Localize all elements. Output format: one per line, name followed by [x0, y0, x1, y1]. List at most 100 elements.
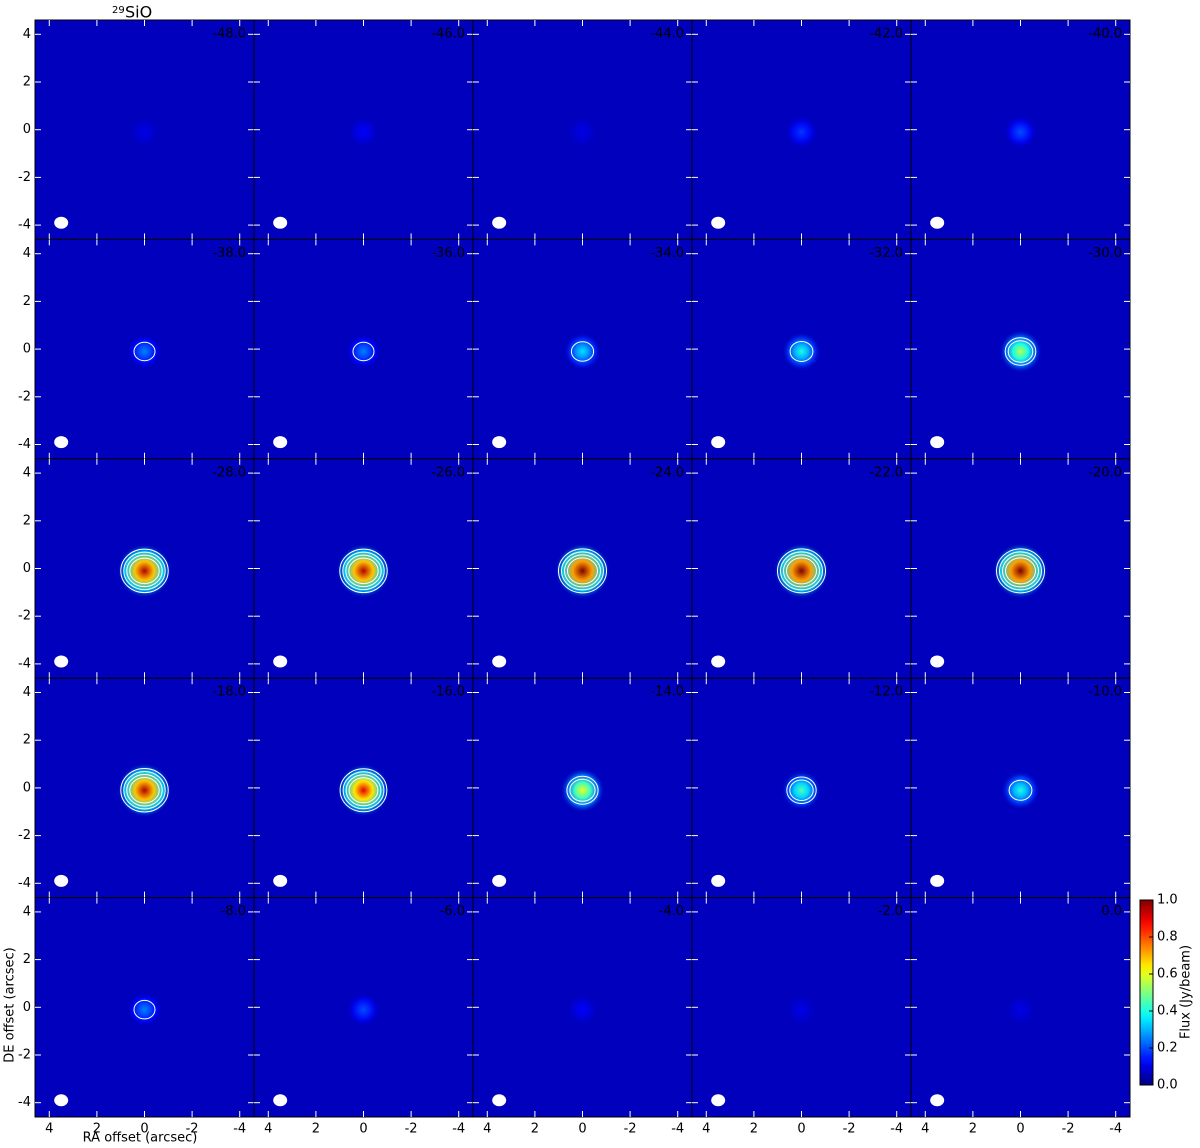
emission — [781, 331, 822, 372]
x-tick-label: -2 — [405, 1122, 418, 1137]
channel-label: -26.0 — [431, 465, 465, 480]
contour — [348, 777, 379, 804]
beam — [492, 655, 507, 668]
emission — [346, 992, 381, 1027]
y-tick-label: -4 — [18, 218, 31, 233]
contour — [345, 554, 382, 588]
colorbar-tick-label: 0.4 — [1157, 1004, 1178, 1019]
x-tick-label: 0 — [797, 1122, 805, 1137]
contour — [129, 557, 160, 585]
contour — [123, 771, 166, 810]
channel-label: -34.0 — [650, 246, 684, 261]
y-tick-label: 2 — [23, 952, 31, 967]
beam — [492, 874, 507, 887]
y-tick-label: 4 — [23, 904, 31, 919]
beam — [273, 874, 288, 887]
beam — [273, 216, 288, 229]
channel-label: -8.0 — [221, 904, 246, 919]
channel-label: -42.0 — [869, 27, 903, 42]
beam — [492, 1094, 507, 1107]
x-axis-label: RA offset (arcsec) — [83, 1131, 198, 1146]
contour — [567, 557, 598, 585]
contour — [558, 548, 607, 594]
channel-label: -18.0 — [212, 685, 246, 700]
contour — [780, 551, 823, 591]
x-tick-label: 2 — [531, 1122, 539, 1137]
contour — [123, 551, 166, 591]
contour — [786, 776, 817, 805]
contour — [786, 557, 817, 585]
beam — [930, 655, 945, 668]
y-tick-label: -4 — [18, 876, 31, 891]
emission — [554, 542, 611, 599]
channel-label: -44.0 — [650, 27, 684, 42]
channel-label: -24.0 — [650, 465, 684, 480]
channel-label: -22.0 — [869, 465, 903, 480]
contour — [352, 341, 375, 362]
title-superscript: 29 — [112, 5, 125, 16]
emission — [127, 992, 162, 1028]
contour — [777, 548, 826, 594]
contour — [561, 551, 604, 591]
emission — [567, 116, 598, 148]
emission — [1005, 994, 1036, 1026]
beam — [273, 436, 288, 449]
x-tick-label: 2 — [750, 1122, 758, 1137]
y-tick-label: 0 — [23, 1000, 31, 1015]
emission — [786, 994, 817, 1026]
beam — [273, 1094, 288, 1107]
beam — [54, 436, 69, 449]
contour — [1008, 779, 1033, 801]
channel-label: -32.0 — [869, 246, 903, 261]
contour — [133, 999, 156, 1020]
channel-label: -20.0 — [1088, 465, 1122, 480]
emission — [773, 542, 830, 599]
x-tick-label: 0 — [578, 1122, 586, 1137]
y-tick-label: 2 — [23, 733, 31, 748]
x-tick-label: -4 — [1109, 1122, 1122, 1137]
y-tick-label: 4 — [23, 246, 31, 261]
y-tick-label: -2 — [18, 609, 31, 624]
y-tick-label: -2 — [18, 828, 31, 843]
contour — [783, 554, 820, 588]
x-tick-label: -4 — [233, 1122, 246, 1137]
contour — [999, 551, 1042, 591]
chart-title: SiO — [125, 3, 152, 22]
contour — [789, 779, 814, 802]
beam — [492, 436, 507, 449]
colorbar-tick-label: 0.8 — [1157, 930, 1178, 945]
y-tick-label: 0 — [23, 561, 31, 576]
x-tick-label: 2 — [969, 1122, 977, 1137]
contour — [345, 774, 382, 807]
channel-label: -28.0 — [212, 465, 246, 480]
colorbar-tick-label: 0.6 — [1157, 967, 1178, 982]
y-tick-label: 4 — [23, 466, 31, 481]
beam — [711, 655, 726, 668]
beam — [711, 874, 726, 887]
x-tick-label: -4 — [890, 1122, 903, 1137]
y-tick-label: 2 — [23, 294, 31, 309]
x-tick-label: 4 — [921, 1122, 929, 1137]
beam — [492, 216, 507, 229]
x-tick-label: 2 — [93, 1122, 101, 1137]
x-tick-label: 2 — [312, 1122, 320, 1137]
beam — [54, 1094, 69, 1107]
y-tick-label: -2 — [18, 1047, 31, 1062]
emission — [566, 994, 599, 1026]
y-tick-label: 0 — [23, 122, 31, 137]
contour — [339, 768, 388, 813]
colorbar — [1139, 899, 1154, 1086]
y-tick-label: -4 — [18, 656, 31, 671]
emission — [1000, 770, 1041, 810]
emission — [346, 333, 381, 369]
emission — [560, 767, 605, 813]
y-tick-label: 0 — [23, 780, 31, 795]
contour — [129, 777, 160, 804]
emission — [347, 116, 380, 148]
channel-label: -16.0 — [431, 685, 465, 700]
contour — [342, 771, 385, 810]
x-tick-label: 4 — [702, 1122, 710, 1137]
contour — [126, 554, 163, 588]
contour — [133, 341, 156, 362]
contour — [120, 548, 169, 594]
